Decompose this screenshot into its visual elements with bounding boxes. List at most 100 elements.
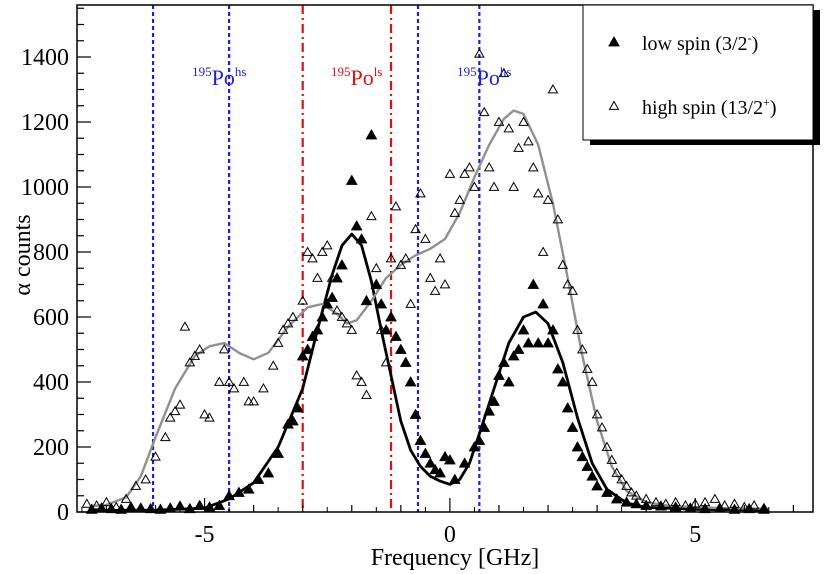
low-spin-point-77 xyxy=(571,440,584,452)
high-spin-point-5 xyxy=(120,493,132,503)
low-spin-point-42 xyxy=(390,330,402,341)
low-spin-point-6 xyxy=(134,502,147,513)
low-spin-point-7 xyxy=(144,502,157,514)
y-tick-label: 800 xyxy=(33,240,69,266)
low-spin-point-20 xyxy=(272,447,285,458)
high-spin-point-95 xyxy=(606,454,618,464)
low-spin-point-62 xyxy=(497,356,510,367)
high-spin-point-108 xyxy=(709,493,721,503)
legend-marker-2 xyxy=(608,100,620,110)
isotope-label-2: 195Pols xyxy=(331,64,382,90)
low-spin-point-64 xyxy=(507,349,520,361)
high-spin-point-77 xyxy=(518,116,529,126)
high-spin-point-55 xyxy=(410,223,421,234)
high-spin-point-61 xyxy=(439,278,451,289)
axes: -5 0 5 0 200 400 600 800 1000 1200 1400 xyxy=(21,4,814,548)
low-spin-point-78 xyxy=(576,450,589,462)
high-spin-point-23 xyxy=(238,376,250,386)
x-axis-label: Frequency [GHz] xyxy=(371,545,540,571)
low-spin-point-37 xyxy=(365,128,378,140)
y-tick-label: 600 xyxy=(33,305,69,331)
low-spin-point-47 xyxy=(414,434,427,445)
fit-curve-2 xyxy=(91,109,769,510)
low-spin-point-16 xyxy=(232,486,245,497)
high-spin-point-14 xyxy=(184,356,196,367)
low-spin-point-74 xyxy=(556,375,569,387)
legend-box xyxy=(582,4,814,141)
low-spin-point-63 xyxy=(502,375,515,387)
low-spin-point-66 xyxy=(517,323,530,335)
high-spin-point-81 xyxy=(537,246,549,256)
high-spin-point-79 xyxy=(527,161,539,172)
low-spin-point-11 xyxy=(183,502,196,514)
high-spin-point-109 xyxy=(719,499,731,510)
legend-marker-1 xyxy=(608,35,620,47)
high-spin-point-2 xyxy=(91,499,102,510)
high-spin-point-62 xyxy=(444,168,456,178)
data-points xyxy=(81,48,770,514)
low-spin-point-54 xyxy=(448,473,461,484)
low-spin-point-67 xyxy=(522,336,535,348)
high-spin-point-50 xyxy=(385,252,397,263)
high-spin-point-1 xyxy=(81,498,93,508)
low-spin-point-61 xyxy=(493,369,505,380)
legend-label-2: high spin (13/2+) xyxy=(642,95,777,119)
low-spin-point-84 xyxy=(620,496,633,507)
low-spin-point-68 xyxy=(527,278,540,289)
high-spin-point-33 xyxy=(302,246,313,256)
low-spin-point-41 xyxy=(385,310,397,322)
y-tick-label: 0 xyxy=(57,500,69,526)
high-spin-point-82 xyxy=(542,194,554,204)
low-spin-point-46 xyxy=(409,408,422,419)
high-spin-point-25 xyxy=(248,395,260,406)
low-spin-point-82 xyxy=(600,486,613,497)
x-tick-label: -5 xyxy=(195,522,215,548)
low-spin-point-49 xyxy=(424,457,437,468)
low-spin-point-27 xyxy=(311,323,324,335)
y-tick-label: 1400 xyxy=(21,45,69,71)
low-spin-point-23 xyxy=(291,401,304,413)
high-spin-point-102 xyxy=(650,496,662,507)
high-spin-point-63 xyxy=(449,207,461,217)
low-spin-point-70 xyxy=(537,297,550,309)
low-spin-point-14 xyxy=(213,499,226,510)
high-spin-point-101 xyxy=(640,493,652,503)
high-spin-point-19 xyxy=(213,376,225,386)
high-spin-point-91 xyxy=(586,376,598,386)
high-spin-point-94 xyxy=(601,441,613,451)
high-spin-point-39 xyxy=(331,304,343,315)
low-spin-point-65 xyxy=(512,343,525,354)
low-spin-point-83 xyxy=(610,492,623,504)
high-spin-point-42 xyxy=(346,324,358,334)
high-spin-point-22 xyxy=(228,382,240,393)
high-spin-point-67 xyxy=(469,181,480,191)
high-spin-point-58 xyxy=(424,272,436,282)
high-spin-point-7 xyxy=(140,473,152,484)
high-spin-point-93 xyxy=(596,421,608,432)
high-spin-point-68 xyxy=(473,48,485,58)
high-spin-point-75 xyxy=(508,181,520,191)
low-spin-point-25 xyxy=(301,343,314,354)
high-spin-point-6 xyxy=(130,480,142,490)
low-spin-point-15 xyxy=(223,489,236,501)
high-spin-point-97 xyxy=(616,473,628,484)
y-tick-label: 1000 xyxy=(21,175,69,201)
high-spin-point-66 xyxy=(464,161,475,172)
low-spin-point-71 xyxy=(542,336,554,348)
high-spin-point-53 xyxy=(400,252,412,263)
high-spin-point-35 xyxy=(312,272,323,282)
low-spin-point-60 xyxy=(488,395,500,406)
high-spin-point-105 xyxy=(680,499,691,510)
high-spin-point-74 xyxy=(503,122,515,133)
low-spin-point-53 xyxy=(443,453,456,465)
low-spin-point-19 xyxy=(262,466,275,478)
reference-lines xyxy=(151,5,481,512)
high-spin-point-54 xyxy=(405,298,417,308)
high-spin-point-12 xyxy=(174,399,186,409)
high-spin-point-27 xyxy=(267,360,279,370)
low-spin-point-58 xyxy=(478,421,491,432)
low-spin-point-44 xyxy=(399,356,412,367)
high-spin-point-26 xyxy=(258,382,269,393)
low-spin-point-48 xyxy=(419,447,432,458)
low-spin-point-81 xyxy=(591,479,604,491)
